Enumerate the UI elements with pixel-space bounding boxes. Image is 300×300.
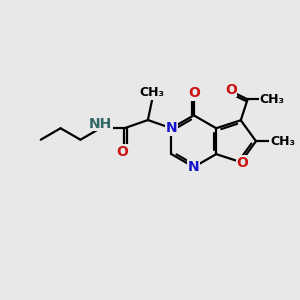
Text: CH₃: CH₃ bbox=[270, 135, 295, 148]
Text: N: N bbox=[166, 121, 177, 135]
Text: O: O bbox=[116, 145, 128, 159]
Text: N: N bbox=[188, 160, 200, 174]
Text: NH: NH bbox=[89, 117, 112, 130]
Text: CH₃: CH₃ bbox=[259, 93, 284, 106]
Text: CH₃: CH₃ bbox=[140, 86, 165, 99]
Text: O: O bbox=[225, 82, 237, 97]
Text: O: O bbox=[188, 86, 200, 100]
Text: O: O bbox=[236, 156, 248, 170]
